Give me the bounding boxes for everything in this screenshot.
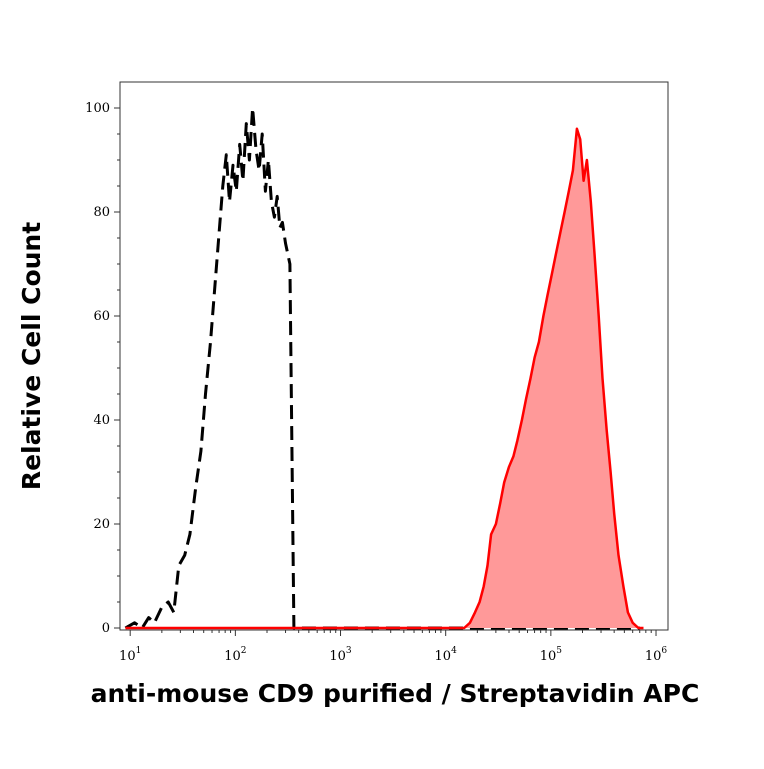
series-2-line: [125, 127, 644, 630]
axes-layer: [119, 81, 669, 631]
x-tick-label-1e4: 104: [435, 646, 458, 664]
x-tick-label-1e5: 105: [540, 646, 563, 664]
x-tick-label-1e6: 106: [645, 646, 668, 664]
x-tick-label-1e1: 101: [119, 646, 141, 664]
x-axis-label: anti-mouse CD9 purified / Streptavidin A…: [91, 679, 700, 708]
x-tick-exponent: 4: [451, 646, 457, 656]
x-tick-exponent: 1: [136, 646, 142, 656]
x-tick-exponent: 6: [661, 646, 667, 656]
y-axis-label: Relative Cell Count: [17, 222, 46, 490]
x-tick-exponent: 2: [241, 646, 247, 656]
x-tick-label-1e2: 102: [224, 646, 246, 664]
y-tick-label-60: 60: [93, 309, 110, 324]
x-tick-label-1e3: 103: [329, 646, 352, 664]
x-tick-base: 10: [540, 649, 557, 664]
x-tick-exponent: 3: [346, 646, 352, 656]
x-tick-base: 10: [329, 649, 346, 664]
plot-frame: [119, 81, 669, 631]
x-tick-base: 10: [435, 649, 452, 664]
y-tick-label-80: 80: [93, 205, 110, 220]
y-tick-label-100: 100: [85, 101, 110, 116]
x-tick-base: 10: [224, 649, 241, 664]
y-tick-label-40: 40: [93, 413, 110, 428]
series-2-fill: [125, 128, 644, 629]
y-tick-label-0: 0: [102, 621, 110, 636]
series-1-line: [124, 106, 640, 630]
series-layer: [124, 106, 644, 630]
x-tick-base: 10: [645, 649, 662, 664]
y-tick-label-20: 20: [93, 517, 110, 532]
x-tick-base: 10: [119, 649, 136, 664]
x-tick-exponent: 5: [556, 646, 562, 656]
